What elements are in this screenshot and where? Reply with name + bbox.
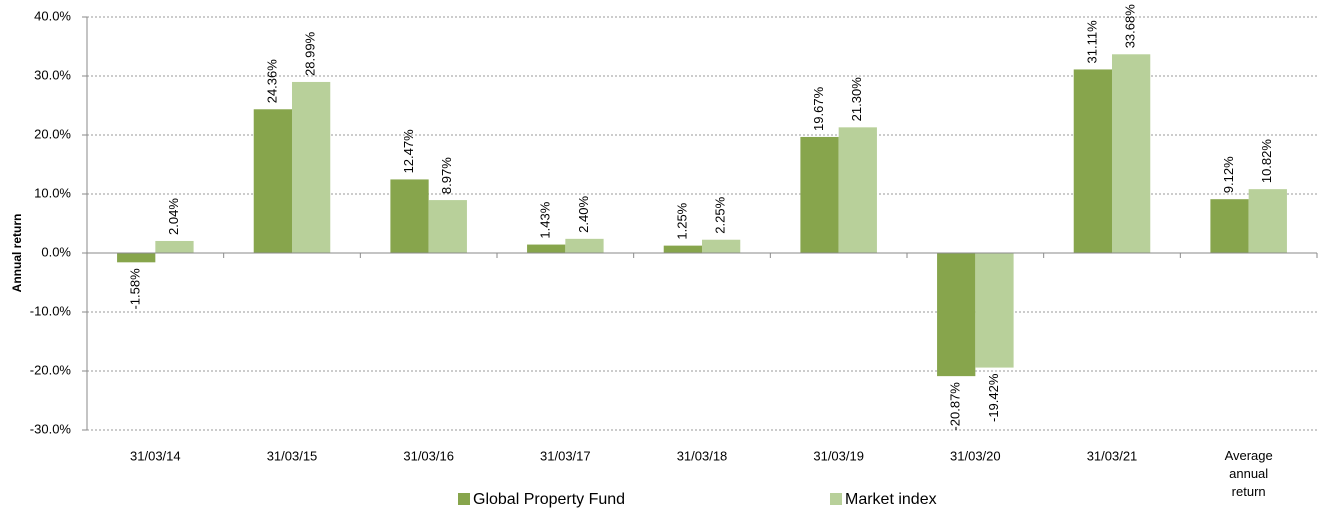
x-tick-label: 31/03/16 — [403, 448, 454, 463]
x-tick-label: 31/03/15 — [267, 448, 318, 463]
x-tick-label: Average annual return — [1225, 448, 1273, 499]
value-label: 19.67% — [811, 86, 826, 131]
bar — [702, 239, 741, 253]
legend-swatch — [458, 493, 470, 505]
bar — [937, 253, 976, 377]
bar — [292, 81, 331, 253]
value-label: 2.04% — [166, 198, 181, 235]
value-label: 2.40% — [576, 196, 591, 233]
y-tick-label: 20.0% — [34, 126, 71, 141]
value-label: -1.58% — [128, 268, 143, 310]
value-label: 1.43% — [538, 201, 553, 238]
value-label: 1.25% — [674, 202, 689, 239]
y-tick-label: 10.0% — [34, 185, 71, 200]
y-axis-label: Annual return — [10, 214, 24, 293]
value-label: 28.99% — [303, 31, 318, 76]
y-tick-label: -10.0% — [30, 303, 72, 318]
y-tick-label: -20.0% — [30, 362, 72, 377]
value-label: 10.82% — [1259, 139, 1274, 184]
x-tick-label: 31/03/14 — [130, 448, 181, 463]
bar — [117, 253, 156, 263]
bar — [975, 253, 1014, 368]
bar — [253, 109, 292, 253]
x-tick-label: 31/03/17 — [540, 448, 591, 463]
legend-label: Market index — [845, 491, 937, 508]
x-tick-label: 31/03/18 — [677, 448, 728, 463]
value-label: 12.47% — [401, 129, 416, 174]
y-tick-label: 0.0% — [41, 244, 71, 259]
bar — [428, 200, 467, 253]
x-tick-label: 31/03/20 — [950, 448, 1001, 463]
legend-swatch — [830, 493, 842, 505]
value-label: 2.25% — [713, 196, 728, 233]
bar — [565, 238, 604, 253]
value-label: 24.36% — [264, 59, 279, 104]
x-tick-label: 31/03/21 — [1087, 448, 1138, 463]
bar — [1210, 199, 1249, 253]
bar — [663, 245, 702, 253]
bar — [1248, 189, 1287, 253]
value-label: 8.97% — [439, 157, 454, 194]
value-label: -19.42% — [986, 373, 1001, 422]
value-label: -20.87% — [948, 382, 963, 431]
value-label: 9.12% — [1221, 156, 1236, 193]
x-tick-label: 31/03/19 — [813, 448, 864, 463]
bar — [800, 136, 839, 253]
value-label: 31.11% — [1084, 20, 1099, 64]
bar — [1073, 69, 1112, 254]
y-tick-label: 40.0% — [34, 8, 71, 23]
y-tick-label: -30.0% — [30, 421, 72, 436]
bar — [527, 244, 566, 253]
bar — [390, 179, 429, 253]
bar — [838, 127, 877, 253]
legend-label: Global Property Fund — [473, 491, 625, 508]
bar — [155, 240, 194, 253]
value-label: 33.68% — [1123, 4, 1138, 49]
bar — [1112, 54, 1151, 254]
value-label: 21.30% — [849, 77, 864, 122]
y-tick-label: 30.0% — [34, 67, 71, 82]
